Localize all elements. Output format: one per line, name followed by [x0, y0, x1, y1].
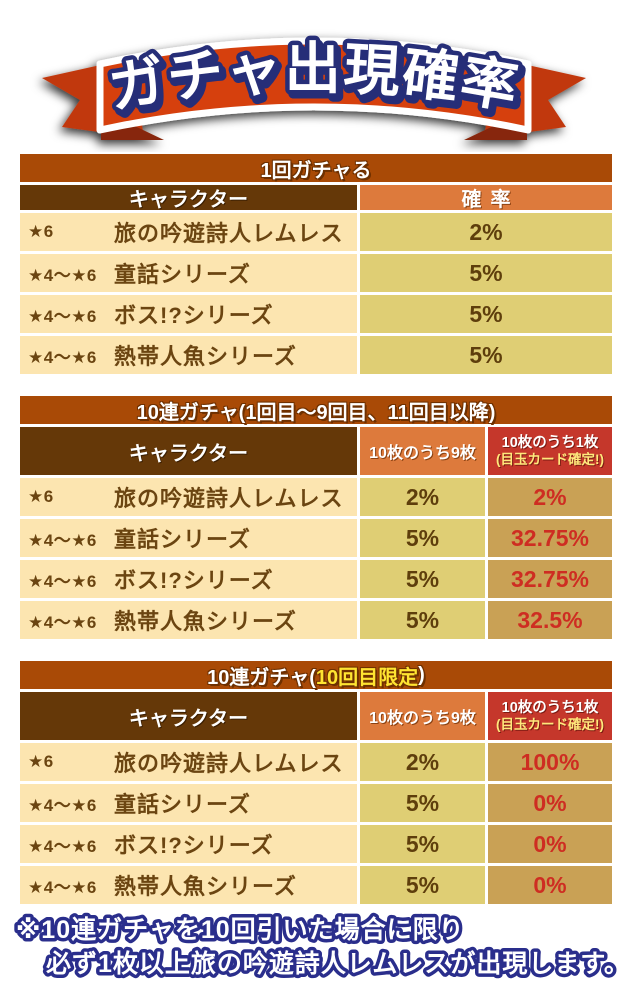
table-row: ★4～★6 童話シリーズ 5% 0%: [20, 784, 612, 822]
table-row: ★4～★6 熱帯人魚シリーズ 5% 32.5%: [20, 601, 612, 639]
star-rarity: ★4～★6: [28, 877, 97, 897]
star-rarity: ★6: [28, 487, 54, 506]
character-name: ボス!?シリーズ: [114, 568, 274, 593]
table-row: ★4～★6 童話シリーズ 5%: [20, 254, 612, 292]
character-column-header: キャラクター: [20, 427, 357, 475]
ten-pull-gacha-table: 10連ガチャ(1回目～9回目、11回目以降) キャラクター 10枚のうち9枚 1…: [20, 396, 612, 639]
one-of-ten-label: 10枚のうち1枚: [501, 434, 599, 451]
star-rarity: ★4～★6: [28, 347, 97, 367]
nine-of-ten-value: 5%: [360, 825, 485, 863]
character-name: 童話シリーズ: [114, 527, 251, 552]
table-row: ★6 旅の吟遊詩人レムレス 2% 100%: [20, 743, 612, 781]
character-name: ボス!?シリーズ: [114, 303, 274, 328]
nine-of-ten-value: 5%: [360, 866, 485, 904]
guarantee-footnote: ※10連ガチャを10回引いた場合に限り 必ず1枚以上旅の吟遊詩人レムレスが出現し…: [13, 912, 628, 982]
star-rarity: ★6: [28, 222, 54, 241]
nine-of-ten-column-header: 10枚のうち9枚: [360, 692, 485, 740]
table-row: ★4～★6 ボス!?シリーズ 5% 0%: [20, 825, 612, 863]
character-name: 旅の吟遊詩人レムレス: [114, 486, 344, 511]
one-of-ten-label: 10枚のうち1枚: [501, 699, 599, 716]
table-header-row: キャラクター 10枚のうち9枚 10枚のうち1枚 (目玉カード確定!): [20, 427, 612, 475]
table-row: ★4～★6 熱帯人魚シリーズ 5%: [20, 336, 612, 374]
star-rarity: ★4～★6: [28, 571, 97, 591]
character-name: 熱帯人魚シリーズ: [114, 344, 297, 369]
single-gacha-title-bar: 1回ガチャる: [20, 154, 612, 182]
one-of-ten-value: 0%: [488, 825, 612, 863]
character-name: 熱帯人魚シリーズ: [114, 874, 297, 899]
one-of-ten-value: 32.75%: [488, 560, 612, 598]
tenth-pull-title-highlight: 10回目限定: [315, 666, 419, 689]
tenth-pull-gacha-table: 10連ガチャ(10回目限定) キャラクター 10枚のうち9枚 10枚のうち1枚 …: [20, 661, 612, 904]
one-of-ten-value: 100%: [488, 743, 612, 781]
ten-pull-title: 10連ガチャ(1回目～9回目、11回目以降): [136, 401, 496, 424]
nine-of-ten-value: 5%: [360, 601, 485, 639]
rate-value: 5%: [360, 254, 612, 292]
table-row: ★6 旅の吟遊詩人レムレス 2% 2%: [20, 478, 612, 516]
nine-of-ten-column-header: 10枚のうち9枚: [360, 427, 485, 475]
nine-of-ten-value: 2%: [360, 743, 485, 781]
tenth-pull-title-suffix: ): [418, 663, 425, 686]
star-rarity: ★4～★6: [28, 612, 97, 632]
character-name: 童話シリーズ: [114, 262, 251, 287]
character-column-header: キャラクター: [20, 692, 357, 740]
character-name: 旅の吟遊詩人レムレス: [114, 221, 344, 246]
rate-column-header: 確率: [360, 185, 612, 211]
single-gacha-table: 1回ガチャる キャラクター 確率 ★6 旅の吟遊詩人レムレス 2% ★4～★6 …: [20, 154, 612, 374]
character-name: ボス!?シリーズ: [114, 833, 274, 858]
nine-of-ten-value: 5%: [360, 784, 485, 822]
one-of-ten-value: 32.5%: [488, 601, 612, 639]
rate-value: 2%: [360, 213, 612, 251]
character-name: 童話シリーズ: [114, 792, 251, 817]
featured-card-guaranteed-label: (目玉カード確定!): [496, 451, 604, 467]
nine-of-ten-value: 5%: [360, 560, 485, 598]
rate-tables: 1回ガチャる キャラクター 確率 ★6 旅の吟遊詩人レムレス 2% ★4～★6 …: [20, 154, 612, 904]
ribbon-body: [96, 37, 532, 134]
rate-value: 5%: [360, 295, 612, 333]
one-of-ten-value: 2%: [488, 478, 612, 516]
featured-card-guaranteed-label: (目玉カード確定!): [496, 716, 604, 732]
footnote-line-1: ※10連ガチャを10回引いた場合に限り: [16, 915, 465, 944]
table-row: ★6 旅の吟遊詩人レムレス 2%: [20, 213, 612, 251]
table-header-row: キャラクター 10枚のうち9枚 10枚のうち1枚 (目玉カード確定!): [20, 692, 612, 740]
gacha-rate-ribbon-banner: ガチャ出現確率: [42, 32, 586, 140]
tenth-pull-title-bar: 10連ガチャ(10回目限定): [20, 661, 612, 689]
one-of-ten-value: 32.75%: [488, 519, 612, 557]
table-row: ★4～★6 ボス!?シリーズ 5% 32.75%: [20, 560, 612, 598]
star-rarity: ★4～★6: [28, 836, 97, 856]
character-name: 熱帯人魚シリーズ: [114, 609, 297, 634]
star-rarity: ★4～★6: [28, 530, 97, 550]
one-of-ten-value: 0%: [488, 784, 612, 822]
character-column-header: キャラクター: [20, 185, 357, 211]
table-row: ★4～★6 ボス!?シリーズ 5%: [20, 295, 612, 333]
table-header-row: キャラクター 確率: [20, 185, 612, 211]
star-rarity: ★6: [28, 752, 54, 771]
one-of-ten-value: 0%: [488, 866, 612, 904]
rate-value: 5%: [360, 336, 612, 374]
character-name: 旅の吟遊詩人レムレス: [114, 751, 344, 776]
star-rarity: ★4～★6: [28, 306, 97, 326]
star-rarity: ★4～★6: [28, 795, 97, 815]
ten-pull-title-bar: 10連ガチャ(1回目～9回目、11回目以降): [20, 396, 612, 424]
tenth-pull-title-prefix: 10連ガチャ(: [207, 666, 316, 689]
table-row: ★4～★6 童話シリーズ 5% 32.75%: [20, 519, 612, 557]
nine-of-ten-value: 5%: [360, 519, 485, 557]
nine-of-ten-value: 2%: [360, 478, 485, 516]
single-gacha-title: 1回ガチャる: [260, 159, 372, 182]
one-of-ten-column-header: 10枚のうち1枚 (目玉カード確定!): [488, 427, 612, 475]
table-row: ★4～★6 熱帯人魚シリーズ 5% 0%: [20, 866, 612, 904]
one-of-ten-column-header: 10枚のうち1枚 (目玉カード確定!): [488, 692, 612, 740]
footnote-line-2: 必ず1枚以上旅の吟遊詩人レムレスが出現します。: [46, 949, 628, 978]
star-rarity: ★4～★6: [28, 265, 97, 285]
